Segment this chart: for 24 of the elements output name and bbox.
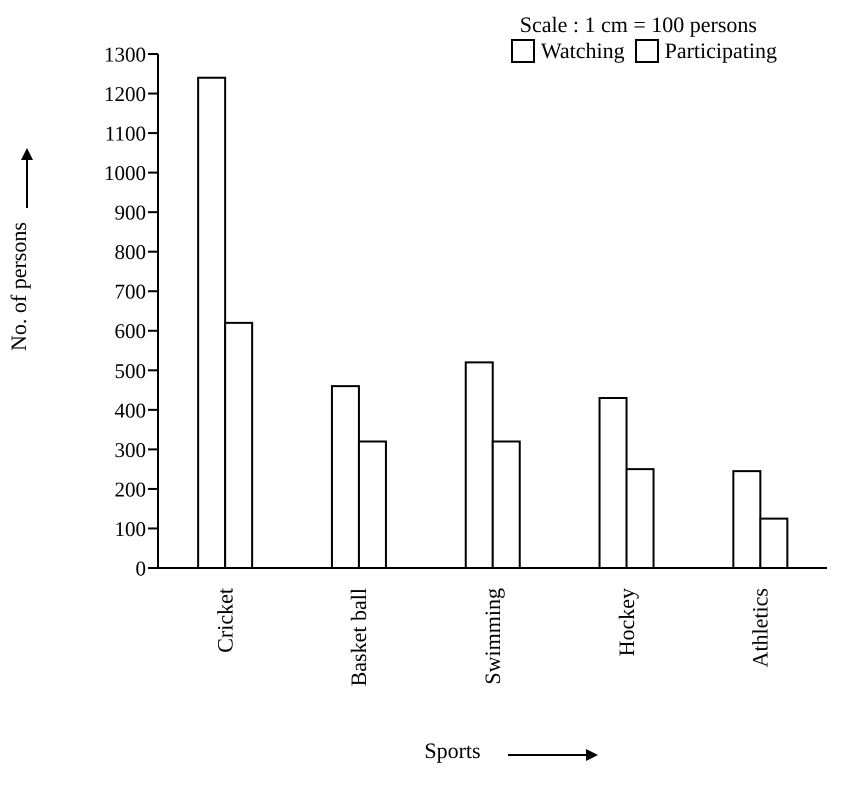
y-tick-label: 400 [114,398,146,422]
y-tick-label: 1000 [104,161,146,186]
legend-label: Watching [540,38,625,64]
y-tick-label: 800 [114,240,146,264]
x-tick-label: Basket ball [346,588,372,686]
legend-label: Participating [664,38,777,64]
x-axis-title: Sports [424,738,481,763]
y-tick-label: 300 [114,438,146,462]
y-tick-label: 100 [114,516,146,541]
x-tick-label: Cricket [212,588,238,653]
y-tick-label: 600 [114,319,146,344]
y-tick-label: 500 [114,358,146,383]
y-tick-label: 900 [114,200,146,225]
x-tick-label: Hockey [614,588,639,656]
y-tick-label: 0 [136,556,146,580]
y-axis-title: No. of persons [6,222,31,351]
x-tick-label: Athletics [748,588,773,668]
x-tick-label: Swimming [480,588,505,685]
text: Scale : 1 cm = 100 persons [520,12,757,38]
y-tick-label: 200 [114,477,146,502]
y-tick-label: 700 [114,280,146,304]
y-tick-label: 1300 [104,42,146,66]
y-tick-label: 1200 [104,82,146,106]
y-tick-label: 1100 [104,122,146,146]
